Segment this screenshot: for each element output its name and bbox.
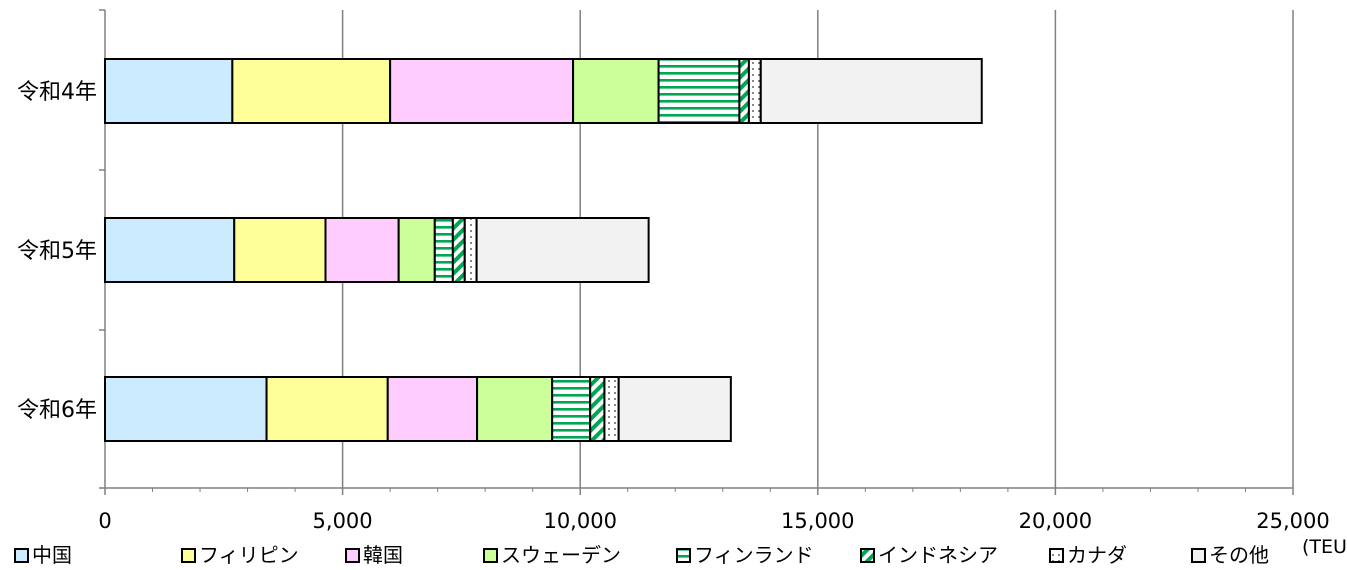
legend-swatch [483,548,498,563]
bar-segment [397,217,436,283]
bar-segment [451,217,466,283]
bar-segment [551,376,592,442]
bars [104,58,983,442]
labels: 0 5,000 10,000 15,000 20,000 25,000 令和4年令和5年令和… [17,80,1347,558]
legend-label: 中国 [32,543,72,567]
legend-swatch [14,548,29,563]
legend-label: インドネシア [878,543,998,567]
bar-segment [476,376,554,442]
legend-label: 韓国 [363,543,403,567]
bar-segment [104,376,268,442]
legend-label: スウェーデン [501,543,621,567]
bar-segment [233,217,327,283]
bar-segment [104,217,236,283]
bar-segment [433,217,454,283]
bar-segment [463,217,478,283]
legend-label: カナダ [1067,543,1127,567]
y-category-label: 令和6年 [17,398,97,423]
legend-swatch [860,548,875,563]
bar-segment [657,58,741,124]
x-tick-label: 15,000 [781,509,854,533]
legend-swatch [345,548,360,563]
legend-label: その他 [1209,543,1269,567]
x-tick-label: 10,000 [543,509,616,533]
y-category-label: 令和4年 [17,80,97,105]
x-tick-label: 5,000 [313,509,373,533]
bar-segment [738,58,750,124]
bar-segment [475,217,650,283]
legend-swatch [1049,548,1064,563]
bar-segment [572,58,660,124]
legend-swatch [676,548,691,563]
legend-swatch [181,548,196,563]
x-tick-label: 0 [98,509,111,533]
bar-segment [759,58,983,124]
bar-segment [389,58,575,124]
legend-swatch [1191,548,1206,563]
legend: 中国 フィリピン 韓国 スウェーデン フィンランド インドネシア カナダ その他 [14,543,1269,567]
bar-segment [747,58,762,124]
bar-segment [104,58,234,124]
bar-segment [603,376,620,442]
x-tick-label: 25,000 [1256,509,1329,533]
legend-label: フィリピン [199,543,299,567]
bar-segment [386,376,479,442]
bar-segment [324,217,400,283]
legend-label: フィンランド [694,543,814,567]
bar-segment [589,376,606,442]
y-category-label: 令和5年 [17,239,97,264]
bar-segment [617,376,732,442]
unit-label: (TEU) [1302,536,1347,558]
bar-segment [231,58,392,124]
x-tick-label: 20,000 [1019,509,1092,533]
bar-segment [265,376,389,442]
